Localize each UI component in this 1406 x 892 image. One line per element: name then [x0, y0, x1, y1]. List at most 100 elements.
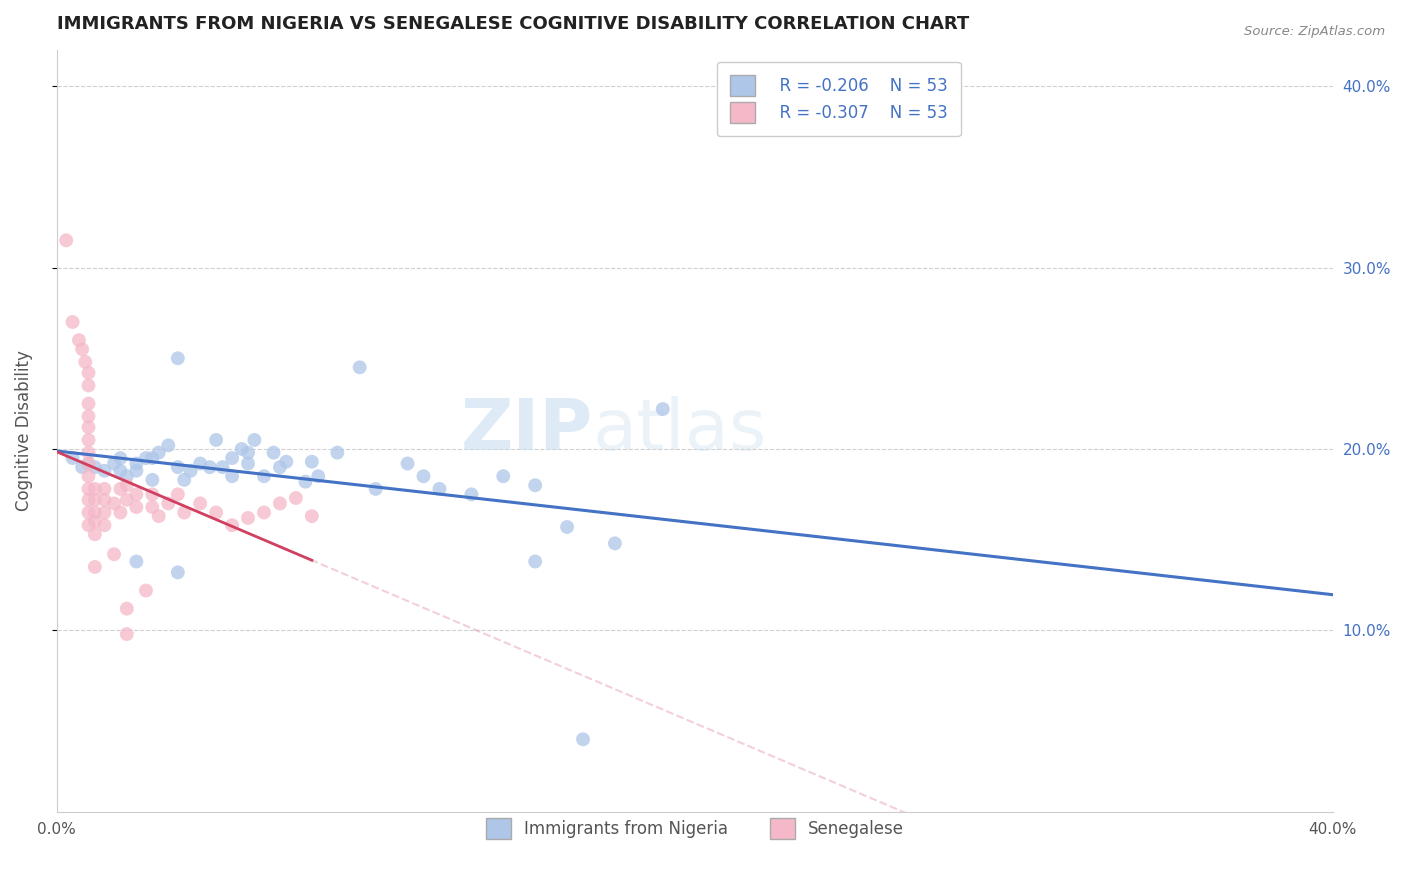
- Point: [77, 482, 100, 496]
- Y-axis label: Cognitive Disability: Cognitive Disability: [15, 351, 32, 511]
- Point: [524, 478, 547, 492]
- Point: [77, 469, 100, 483]
- Point: [221, 451, 243, 466]
- Point: [62, 315, 84, 329]
- Point: [83, 460, 105, 475]
- Point: [77, 457, 100, 471]
- Point: [349, 360, 371, 375]
- Point: [460, 487, 482, 501]
- Point: [77, 445, 100, 459]
- Point: [263, 445, 285, 459]
- Point: [93, 482, 115, 496]
- Point: [221, 518, 243, 533]
- Point: [83, 560, 105, 574]
- Point: [93, 506, 115, 520]
- Point: [77, 420, 100, 434]
- Point: [67, 333, 90, 347]
- Point: [141, 487, 163, 501]
- Point: [205, 506, 228, 520]
- Point: [125, 487, 148, 501]
- Point: [166, 566, 188, 580]
- Point: [77, 518, 100, 533]
- Point: [77, 492, 100, 507]
- Point: [221, 469, 243, 483]
- Point: [83, 506, 105, 520]
- Point: [236, 511, 259, 525]
- Point: [294, 475, 316, 489]
- Point: [77, 433, 100, 447]
- Point: [253, 469, 276, 483]
- Point: [301, 509, 323, 524]
- Point: [93, 464, 115, 478]
- Point: [55, 233, 77, 247]
- Point: [77, 366, 100, 380]
- Point: [236, 457, 259, 471]
- Legend: Immigrants from Nigeria, Senegalese: Immigrants from Nigeria, Senegalese: [479, 812, 911, 846]
- Point: [651, 402, 673, 417]
- Point: [125, 554, 148, 568]
- Point: [110, 506, 132, 520]
- Point: [198, 460, 221, 475]
- Point: [524, 554, 547, 568]
- Point: [77, 457, 100, 471]
- Point: [166, 351, 188, 366]
- Point: [284, 491, 307, 505]
- Point: [301, 455, 323, 469]
- Point: [148, 445, 170, 459]
- Point: [125, 457, 148, 471]
- Point: [115, 492, 138, 507]
- Point: [103, 457, 125, 471]
- Point: [93, 518, 115, 533]
- Point: [103, 547, 125, 561]
- Point: [93, 492, 115, 507]
- Point: [83, 527, 105, 541]
- Point: [364, 482, 387, 496]
- Point: [110, 482, 132, 496]
- Point: [62, 451, 84, 466]
- Point: [173, 473, 195, 487]
- Point: [269, 496, 291, 510]
- Point: [83, 515, 105, 529]
- Text: Source: ZipAtlas.com: Source: ZipAtlas.com: [1244, 25, 1385, 38]
- Point: [211, 460, 233, 475]
- Point: [603, 536, 626, 550]
- Point: [141, 500, 163, 514]
- Point: [70, 460, 93, 475]
- Point: [110, 464, 132, 478]
- Point: [492, 469, 515, 483]
- Point: [75, 355, 97, 369]
- Point: [555, 520, 578, 534]
- Point: [115, 478, 138, 492]
- Point: [110, 451, 132, 466]
- Point: [188, 457, 211, 471]
- Point: [173, 506, 195, 520]
- Point: [269, 460, 291, 475]
- Point: [77, 506, 100, 520]
- Point: [326, 445, 349, 459]
- Point: [236, 445, 259, 459]
- Point: [429, 482, 451, 496]
- Point: [103, 496, 125, 510]
- Point: [141, 473, 163, 487]
- Point: [166, 487, 188, 501]
- Point: [276, 455, 298, 469]
- Point: [83, 492, 105, 507]
- Point: [253, 506, 276, 520]
- Point: [243, 433, 266, 447]
- Point: [115, 627, 138, 641]
- Text: atlas: atlas: [592, 396, 768, 466]
- Text: ZIP: ZIP: [460, 396, 592, 466]
- Point: [157, 496, 180, 510]
- Point: [307, 469, 329, 483]
- Point: [141, 451, 163, 466]
- Point: [115, 469, 138, 483]
- Point: [166, 460, 188, 475]
- Point: [396, 457, 419, 471]
- Point: [125, 464, 148, 478]
- Point: [77, 409, 100, 424]
- Point: [148, 509, 170, 524]
- Point: [115, 601, 138, 615]
- Point: [572, 732, 595, 747]
- Point: [231, 442, 253, 456]
- Point: [125, 500, 148, 514]
